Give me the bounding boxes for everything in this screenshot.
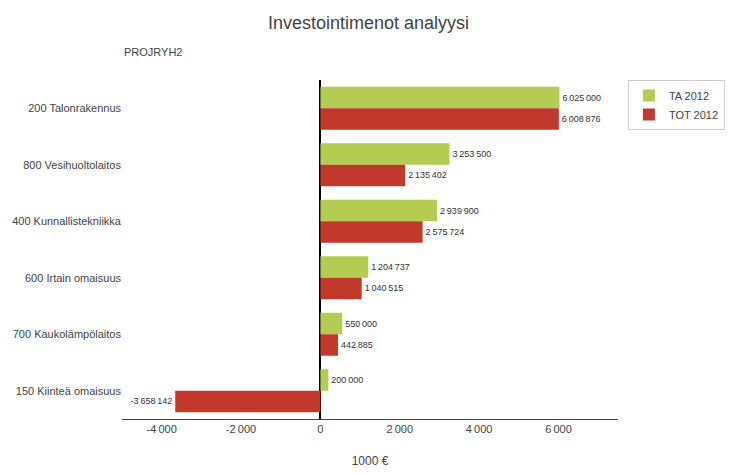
svg-text:550 000: 550 000 bbox=[345, 319, 377, 329]
svg-text:700 Kaukolämpölaitos: 700 Kaukolämpölaitos bbox=[13, 328, 122, 340]
svg-text:6 000: 6 000 bbox=[545, 423, 572, 435]
svg-text:TOT 2012: TOT 2012 bbox=[669, 109, 718, 121]
svg-text:400 Kunnallistekniikka: 400 Kunnallistekniikka bbox=[12, 215, 122, 227]
svg-text:-2 000: -2 000 bbox=[226, 423, 256, 435]
svg-text:TA 2012: TA 2012 bbox=[669, 90, 709, 102]
svg-text:2 000: 2 000 bbox=[386, 423, 413, 435]
svg-text:PROJRYH2: PROJRYH2 bbox=[124, 46, 182, 58]
svg-text:2 135 402: 2 135 402 bbox=[408, 170, 447, 180]
svg-text:-4 000: -4 000 bbox=[147, 423, 177, 435]
svg-text:2 575 724: 2 575 724 bbox=[426, 227, 465, 237]
svg-text:6 008 876: 6 008 876 bbox=[562, 114, 601, 124]
svg-text:150 Kiinteä omaisuus: 150 Kiinteä omaisuus bbox=[16, 385, 122, 397]
svg-text:4 000: 4 000 bbox=[466, 423, 493, 435]
svg-text:442 885: 442 885 bbox=[341, 340, 373, 350]
svg-text:1000 €: 1000 € bbox=[352, 454, 389, 468]
svg-text:200 000: 200 000 bbox=[331, 375, 363, 385]
svg-text:800 Vesihuoltolaitos: 800 Vesihuoltolaitos bbox=[23, 159, 121, 171]
svg-text:Investointimenot analyysi: Investointimenot analyysi bbox=[268, 13, 469, 33]
svg-text:0: 0 bbox=[317, 423, 323, 435]
svg-text:1 040 515: 1 040 515 bbox=[365, 283, 404, 293]
svg-text:6 025 000: 6 025 000 bbox=[562, 93, 601, 103]
svg-text:2 939 900: 2 939 900 bbox=[440, 206, 479, 216]
svg-text:200 Talonrakennus: 200 Talonrakennus bbox=[28, 102, 121, 114]
svg-text:-3 658 142: -3 658 142 bbox=[131, 396, 173, 406]
svg-text:3 253 500: 3 253 500 bbox=[453, 149, 492, 159]
svg-text:600 Irtain omaisuus: 600 Irtain omaisuus bbox=[25, 272, 121, 284]
svg-text:1 204 737: 1 204 737 bbox=[371, 262, 410, 272]
